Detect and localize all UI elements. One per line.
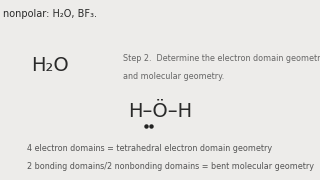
Text: 4 electron domains = tetrahedral electron domain geometry: 4 electron domains = tetrahedral electro… [27,144,272,153]
Text: 2 bonding domains/2 nonbonding domains = bent molecular geometry: 2 bonding domains/2 nonbonding domains =… [27,162,314,171]
Text: H–Ö–H: H–Ö–H [128,102,192,121]
Text: and molecular geometry.: and molecular geometry. [123,72,224,81]
Text: H₂O: H₂O [31,56,68,75]
Text: nonpolar: H₂O, BF₃.: nonpolar: H₂O, BF₃. [3,9,97,19]
Text: Step 2.  Determine the electron domain geometry: Step 2. Determine the electron domain ge… [123,54,320,63]
